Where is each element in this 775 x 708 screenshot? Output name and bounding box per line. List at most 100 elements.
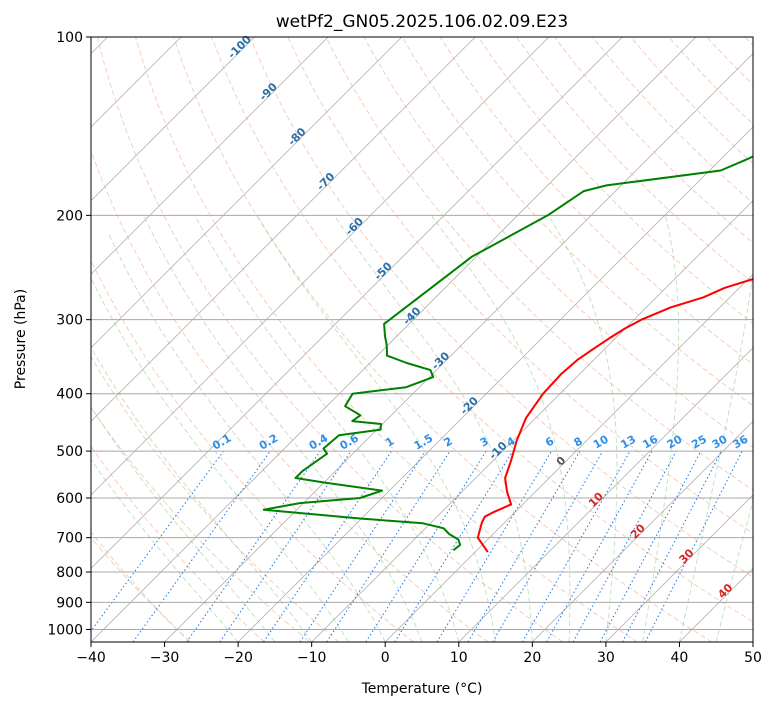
dry-adiabat-label: -90 [257,80,280,103]
dry-adiabat-label: -50 [372,259,395,282]
dry-adiabat-line [401,37,753,407]
moist-adiabat-label: 20 [628,521,648,541]
mixing-ratio-line [492,450,604,642]
x-tick-label: −20 [223,650,253,666]
x-axis-label: Temperature (°C) [361,681,483,697]
x-tick-label: 20 [523,650,541,666]
dry-adiabat-line [744,37,753,46]
isohume-line [91,406,311,642]
x-tick-label: 40 [671,650,689,666]
y-tick-label: 700 [56,531,83,547]
mixing-ratio-label: 8 [572,435,585,450]
dry-adiabat-label: -20 [458,394,481,417]
y-tick-label: 200 [56,208,83,224]
pressure-gridlines [91,37,753,630]
y-tick-label: 1000 [47,622,83,638]
mixing-ratio-line [467,450,581,642]
x-tick-label: 50 [744,650,762,666]
profile-lines [262,155,753,553]
dry-adiabat-line [439,37,753,365]
moist-adiabat-line [108,233,386,642]
dry-adiabat-line [554,37,753,244]
mixing-ratio-line [365,450,487,642]
mixing-ratio-label: 0.4 [307,431,331,452]
mixing-ratio-line [622,450,722,642]
moist-adiabat-line [91,277,349,642]
isotherm-line [91,37,255,202]
mixing-ratio-line [394,450,514,642]
mixing-ratio-label: 1.5 [412,432,435,453]
moist-adiabat-line [333,215,533,642]
isotherm-line [384,273,753,642]
mixing-ratio-label: 36 [730,432,750,451]
moist-adiabat-line [547,215,618,642]
mixing-ratio-line [546,450,653,642]
mixing-ratio-label: 20 [665,432,685,451]
chart-title: wetPf2_GN05.2025.106.02.09.E23 [276,12,568,32]
dry-adiabat-line [96,37,563,642]
x-tick-label: −30 [150,650,180,666]
y-tick-label: 900 [56,595,83,611]
isotherm-line [752,641,753,642]
isotherm-line [164,52,753,642]
moist-adiabat-line [91,405,276,642]
isotherm-line [91,37,697,642]
mixing-ratio-line [299,450,426,642]
plot-frame [90,36,754,643]
dry-adiabat-line [91,355,340,642]
moist-adiabat-label: 10 [586,490,606,510]
x-tick-label: 30 [597,650,615,666]
dry-adiabat-line [173,37,713,642]
moist-adiabat-line [431,215,571,642]
isotherm-line [532,420,753,642]
mixing-ratio-label: 0.1 [210,432,233,453]
moist-adiabat-line [91,458,239,642]
y-tick-label: 100 [56,30,83,46]
mixing-ratio-line [91,450,224,632]
mixing-ratio-label: 16 [640,432,660,451]
moist-adiabat-label: 40 [715,581,735,601]
mixing-ratio-line [186,450,321,642]
mixing-ratio-label: 13 [618,433,638,452]
moist-adiabat-line [642,215,680,642]
isotherm-line [458,347,753,642]
y-tick-label: 800 [56,565,83,581]
mixing-ratio-line [572,450,677,642]
isotherm-line [91,37,550,496]
line-labels: 0.1 0.2 0.4 0.6 1 1.5 2 3 4 6 8 10 13 16 20 25 30 36-100-… [210,33,750,602]
y-axis-label: Pressure (hPa) [13,289,29,389]
dry-adiabat-label: -80 [285,125,308,148]
mixing-ratio-line [132,450,271,642]
mixing-ratio-label: 25 [689,433,709,452]
dry-adiabat-line [515,37,753,284]
mixing-ratio-label: 3 [478,435,491,450]
moist-adiabat-line [194,215,460,642]
dry-adiabat-label: -70 [314,170,337,193]
dry-adiabat-line [91,259,414,642]
isotherm-line [237,126,753,642]
dry-adiabat-line [325,37,753,491]
dry-adiabat-line [135,37,638,642]
x-tick-label: 10 [450,650,468,666]
mixing-ratio-label: 10 [591,432,611,451]
isohume-line [0,37,79,642]
dry-adiabat-label: -60 [343,215,366,238]
profile-line [476,278,753,553]
dry-adiabat-line [91,531,191,642]
y-axis-ticks: 1000 900 800 700 600 500 400 300 200 100 [47,30,91,638]
dry-adiabat-line [91,149,489,642]
mixing-ratio-line [522,450,631,642]
mixing-ratio-label: 30 [710,432,730,451]
x-tick-label: −10 [297,650,327,666]
dry-adiabat-line [91,445,265,642]
moist-adiabat-line [678,269,753,642]
moist-adiabat-label: 30 [677,546,697,566]
x-tick-label: −40 [76,650,106,666]
mixing-ratio-line [599,450,702,642]
dry-adiabat-label: -30 [429,349,452,372]
profile-line [262,155,753,551]
moist-adiabat-line [143,215,423,642]
isotherm-line [91,37,623,570]
mixing-ratio-line [436,450,552,642]
